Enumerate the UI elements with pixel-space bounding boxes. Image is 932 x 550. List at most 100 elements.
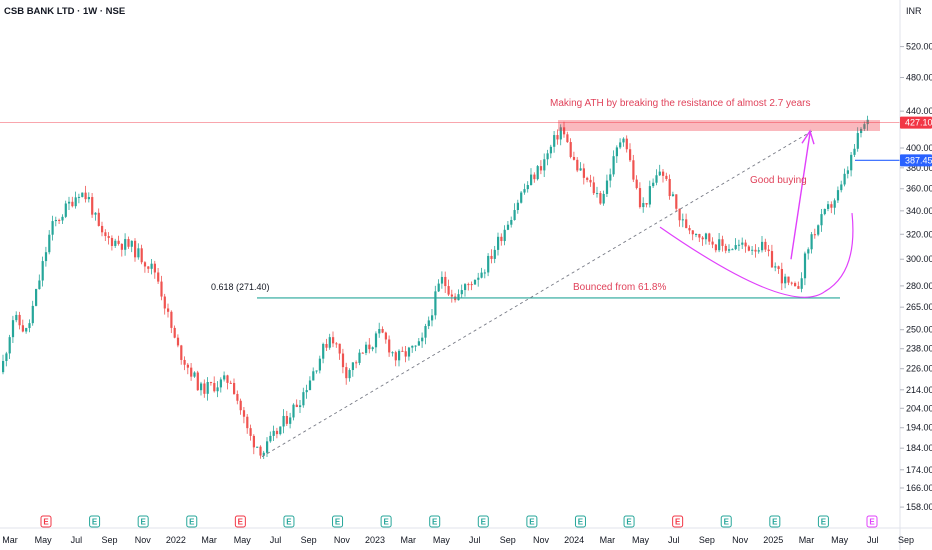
- earnings-event-marker: [526, 515, 538, 528]
- candle-body: [685, 219, 688, 229]
- candle-body: [840, 184, 843, 191]
- candle-body: [150, 263, 153, 269]
- candle-body: [28, 323, 31, 329]
- candle-body: [734, 245, 737, 250]
- candle-body: [417, 341, 420, 346]
- candle-body: [846, 170, 849, 174]
- candle-body: [506, 224, 510, 230]
- candle-body: [444, 276, 447, 287]
- candle-body: [61, 216, 64, 221]
- candle-body: [338, 343, 341, 354]
- candle-body: [642, 202, 645, 208]
- time-tick-label: Mar: [201, 535, 217, 545]
- candle-body: [464, 284, 467, 291]
- candle-body: [127, 239, 130, 247]
- earnings-event-label: E: [238, 518, 244, 527]
- price-tick-label: 265.00: [906, 302, 932, 312]
- candle-body: [305, 390, 308, 393]
- candle-body: [622, 138, 625, 143]
- time-tick-label: May: [433, 535, 451, 545]
- earnings-event-marker: [186, 515, 198, 528]
- candle-body: [599, 193, 602, 204]
- candle-body: [629, 149, 632, 161]
- earnings-event-marker: [283, 515, 295, 528]
- candle-body: [609, 174, 612, 181]
- candle-body: [388, 339, 391, 353]
- earnings-event-marker: [672, 515, 684, 528]
- candle-body: [787, 276, 790, 283]
- candle-body: [658, 171, 661, 176]
- candle-body: [328, 337, 331, 348]
- candle-body: [675, 194, 678, 209]
- time-axis[interactable]: Mar May Jul Sep Nov 2022 Mar May Jul Sep Nov 2023 Ma…: [2, 535, 914, 545]
- time-tick-label: 2024: [564, 535, 584, 545]
- candle-body: [632, 160, 635, 180]
- candle-body: [101, 225, 104, 233]
- candle-body: [252, 435, 255, 448]
- candle-body: [747, 246, 750, 251]
- candle-body: [576, 159, 579, 171]
- candle-body: [404, 351, 407, 357]
- earnings-event-label: E: [286, 518, 292, 527]
- candle-body: [671, 194, 675, 197]
- candle-body: [167, 308, 170, 312]
- candle-body: [777, 266, 780, 269]
- candle-body: [539, 166, 543, 171]
- candle-body: [592, 182, 595, 194]
- candle-body: [292, 404, 295, 418]
- candle-body: [698, 233, 701, 238]
- candle-body: [318, 358, 321, 371]
- candle-body: [361, 352, 364, 354]
- price-axis[interactable]: 520.00 480.00 440.00 400.00 380.00 360.00 340.…: [900, 42, 932, 512]
- candle-body: [625, 138, 628, 150]
- earnings-event-label: E: [821, 518, 827, 527]
- earnings-event-marker: [574, 515, 586, 528]
- earnings-event-label: E: [529, 518, 535, 527]
- candle-body: [209, 382, 213, 384]
- candle-body: [282, 415, 285, 427]
- candle-body: [124, 239, 127, 250]
- candle-body: [457, 294, 460, 301]
- candle-body: [559, 127, 562, 140]
- candle-body: [91, 197, 94, 215]
- candle-body: [117, 240, 120, 244]
- rounding-bottom-curve: [659, 213, 854, 298]
- candle-body: [751, 249, 754, 251]
- candle-body: [655, 175, 658, 183]
- candle-body: [780, 268, 783, 284]
- candle-body: [2, 361, 5, 373]
- candle-body: [440, 276, 444, 284]
- candle-body: [817, 225, 820, 235]
- candle-body: [44, 252, 48, 262]
- candle-body: [289, 417, 292, 424]
- candle-body: [741, 242, 744, 245]
- price-tick-label: 440.00: [906, 106, 932, 116]
- candle-body: [48, 234, 51, 253]
- earnings-event-marker: [866, 515, 878, 528]
- candle-body: [860, 128, 863, 134]
- candle-body: [711, 241, 714, 245]
- candle-body: [605, 180, 609, 194]
- candle-body: [470, 284, 473, 286]
- candle-body: [510, 220, 513, 225]
- candle-body: [450, 294, 453, 297]
- candle-body: [183, 359, 186, 365]
- candle-body: [31, 305, 34, 324]
- candle-body: [87, 197, 90, 200]
- candle-body: [259, 446, 262, 456]
- time-tick-label: Nov: [135, 535, 152, 545]
- candle-body: [810, 234, 813, 250]
- candle-body: [437, 283, 440, 292]
- candle-body: [414, 345, 417, 347]
- candle-body: [51, 221, 54, 235]
- candle-body: [193, 372, 196, 377]
- candle-body: [77, 196, 81, 198]
- candle-body: [54, 219, 57, 222]
- price-tick-label: 158.00: [906, 502, 932, 512]
- candle-body: [332, 337, 335, 344]
- candle-body: [431, 315, 434, 321]
- candle-body: [130, 240, 133, 247]
- price-tick-label: 204.00: [906, 403, 932, 413]
- earnings-event-marker: [429, 515, 441, 528]
